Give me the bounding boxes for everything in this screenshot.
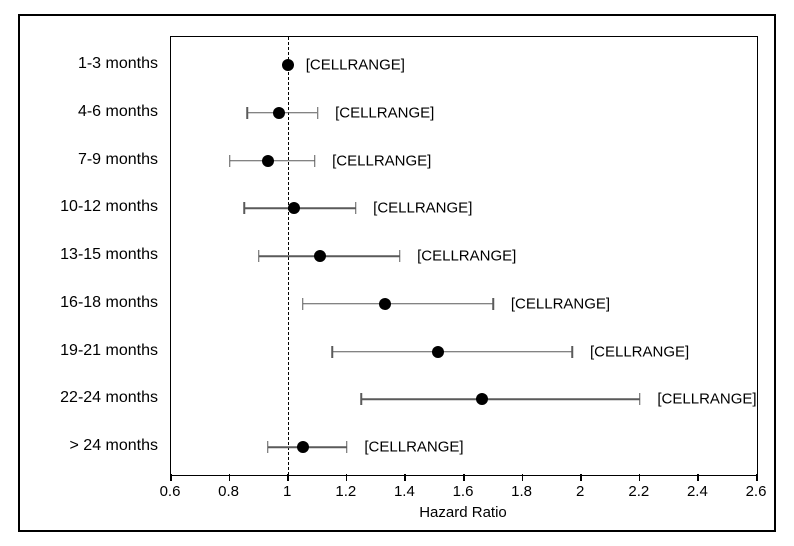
x-tick-label: 1.6 (453, 483, 474, 500)
category-label: > 24 months (20, 437, 158, 455)
point-annotation: [CELLRANGE] (511, 295, 610, 312)
error-bar (259, 255, 400, 257)
x-tick (580, 474, 582, 481)
error-bar (303, 303, 493, 305)
point-annotation: [CELLRANGE] (590, 343, 689, 360)
x-tick (287, 474, 289, 481)
category-label: 16-18 months (20, 294, 158, 312)
x-tick (229, 474, 231, 481)
point-annotation: [CELLRANGE] (364, 439, 463, 456)
point-marker (432, 346, 444, 358)
x-tick-label: 2.4 (687, 483, 708, 500)
point-marker (297, 441, 309, 453)
error-cap-low (302, 298, 304, 310)
point-annotation: [CELLRANGE] (335, 104, 434, 121)
x-tick-label: 2 (576, 483, 584, 500)
x-tick-label: 1 (283, 483, 291, 500)
x-tick (522, 474, 524, 481)
point-annotation: [CELLRANGE] (306, 57, 405, 74)
point-marker (282, 59, 294, 71)
error-cap-low (267, 441, 269, 453)
category-label: 1-3 months (20, 55, 158, 73)
x-tick (697, 474, 699, 481)
error-cap-low (246, 107, 248, 119)
error-cap-high (346, 441, 348, 453)
error-cap-low (258, 250, 260, 262)
x-tick-label: 1.8 (511, 483, 532, 500)
category-label: 10-12 months (20, 198, 158, 216)
x-tick (463, 474, 465, 481)
point-marker (476, 393, 488, 405)
error-cap-low (229, 155, 231, 167)
error-bar (361, 399, 639, 401)
x-tick-label: 0.6 (160, 483, 181, 500)
point-marker (262, 155, 274, 167)
error-bar (332, 351, 572, 353)
x-tick-label: 0.8 (218, 483, 239, 500)
x-tick (639, 474, 641, 481)
point-annotation: [CELLRANGE] (417, 248, 516, 265)
error-cap-high (572, 346, 574, 358)
x-tick-label: 2.6 (746, 483, 767, 500)
chart-frame: [CELLRANGE] [CELLRANGE] [CELLRANGE] [CELLRA… (18, 14, 776, 532)
x-tick-label: 1.2 (335, 483, 356, 500)
error-cap-high (314, 155, 316, 167)
point-marker (379, 298, 391, 310)
error-cap-low (361, 393, 363, 405)
error-cap-high (399, 250, 401, 262)
x-axis-title: Hazard Ratio (419, 504, 507, 521)
x-tick-label: 2.2 (628, 483, 649, 500)
x-tick (346, 474, 348, 481)
point-annotation: [CELLRANGE] (373, 200, 472, 217)
x-tick (756, 474, 758, 481)
category-label: 4-6 months (20, 103, 158, 121)
error-cap-high (355, 202, 357, 214)
point-marker (273, 107, 285, 119)
error-cap-high (493, 298, 495, 310)
x-tick-label: 1.4 (394, 483, 415, 500)
point-annotation: [CELLRANGE] (332, 152, 431, 169)
x-tick (170, 474, 172, 481)
error-cap-low (244, 202, 246, 214)
error-cap-high (639, 393, 641, 405)
error-cap-low (331, 346, 333, 358)
plot-area: [CELLRANGE] [CELLRANGE] [CELLRANGE] [CELLRA… (170, 36, 758, 476)
category-label: 7-9 months (20, 151, 158, 169)
point-annotation: [CELLRANGE] (657, 391, 756, 408)
image-root: [CELLRANGE] [CELLRANGE] [CELLRANGE] [CELLRA… (0, 0, 794, 546)
x-tick (404, 474, 406, 481)
point-marker (314, 250, 326, 262)
category-label: 19-21 months (20, 342, 158, 360)
point-marker (288, 202, 300, 214)
category-label: 22-24 months (20, 389, 158, 407)
category-label: 13-15 months (20, 246, 158, 264)
error-cap-high (317, 107, 319, 119)
